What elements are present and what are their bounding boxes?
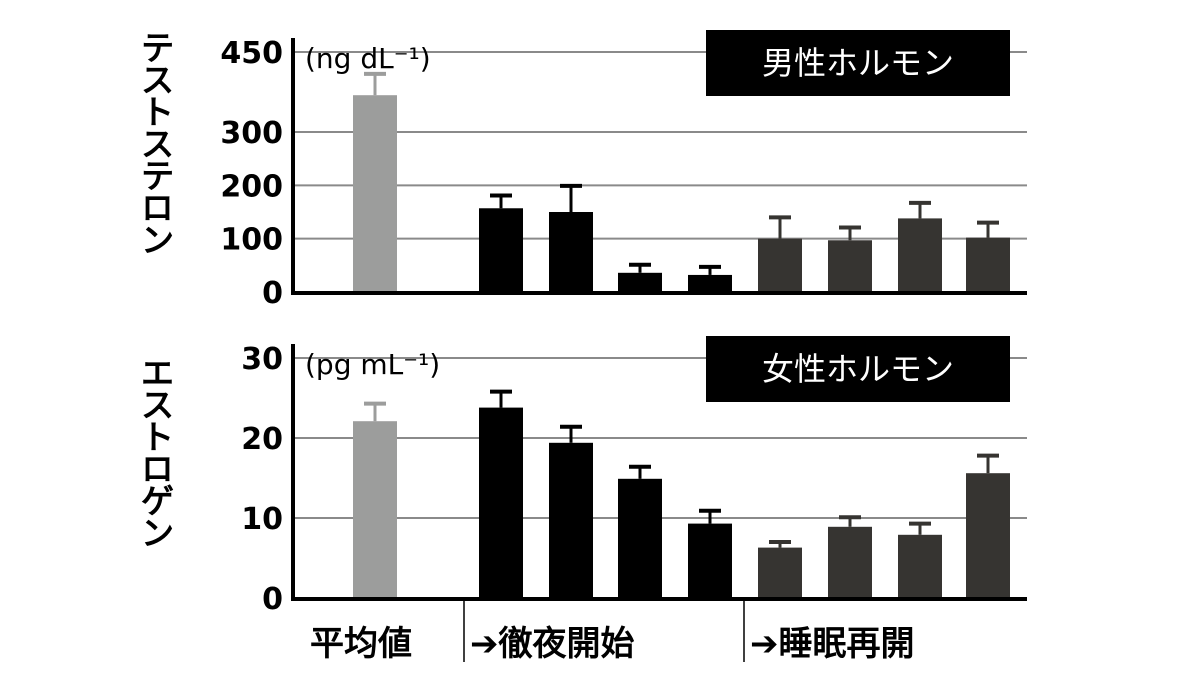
group-label: ➔睡眠再開	[750, 624, 915, 664]
y-tick-label: 200	[220, 169, 283, 204]
bar	[828, 526, 872, 598]
unit-label: (ng dL⁻¹)	[305, 42, 431, 75]
bar	[618, 272, 662, 292]
bar	[549, 212, 593, 292]
bar	[549, 442, 593, 598]
legend-badge-text: 男性ホルモン	[762, 44, 954, 82]
y-tick-label: 30	[241, 342, 283, 377]
y-tick-label: 0	[262, 276, 283, 311]
legend-badge	[706, 30, 1010, 96]
bar	[966, 237, 1010, 292]
legend-badge	[706, 336, 1010, 402]
y-tick-label: 100	[220, 223, 283, 258]
group-label: ➔徹夜開始	[470, 624, 635, 664]
y-tick-label: 10	[241, 502, 283, 537]
unit-label: (pg mL⁻¹)	[305, 348, 440, 381]
bar	[758, 547, 802, 598]
bar	[353, 421, 397, 598]
testosterone-axis-label: テストステロン	[134, 30, 174, 254]
y-tick-label: 20	[241, 422, 283, 457]
bar	[828, 240, 872, 292]
y-tick-label: 450	[220, 36, 283, 71]
bar	[618, 478, 662, 598]
bar	[688, 274, 732, 292]
bar	[898, 218, 942, 292]
bar	[353, 95, 397, 292]
bar	[898, 534, 942, 598]
bar	[688, 523, 732, 598]
bar	[966, 473, 1010, 598]
group-label: 平均値	[310, 624, 412, 664]
bar	[479, 208, 523, 292]
y-tick-label: 0	[262, 582, 283, 617]
legend-badge-text: 女性ホルモン	[762, 350, 954, 388]
y-tick-label: 300	[220, 116, 283, 151]
bar	[479, 407, 523, 598]
bar	[758, 238, 802, 292]
estrogen-axis-label: エストロゲン	[134, 355, 174, 547]
